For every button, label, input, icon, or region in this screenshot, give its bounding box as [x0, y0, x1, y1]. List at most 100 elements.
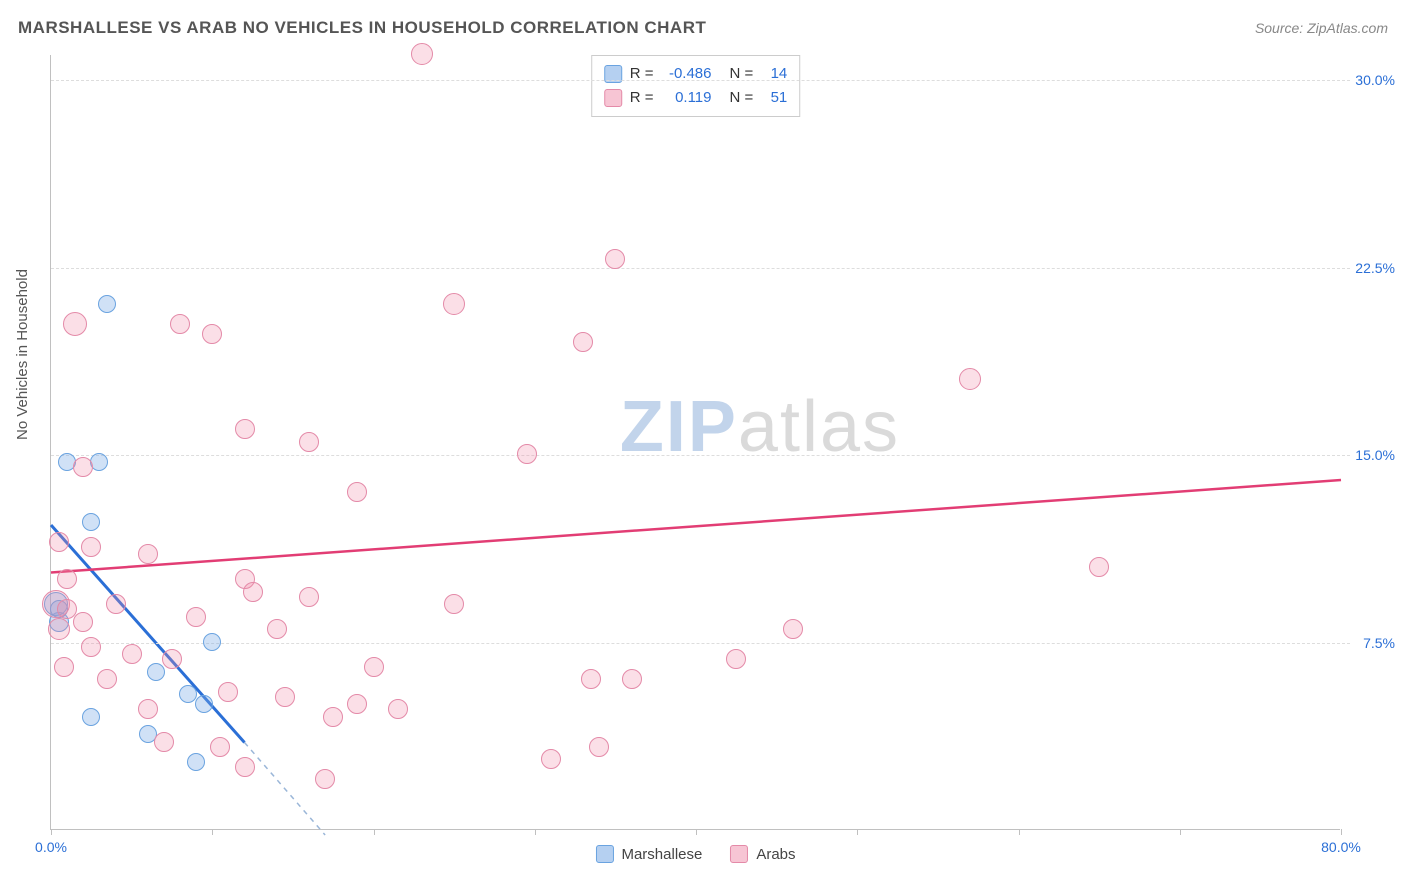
scatter-point: [57, 569, 77, 589]
chart-title: MARSHALLESE VS ARAB NO VEHICLES IN HOUSE…: [18, 18, 706, 38]
scatter-point: [122, 644, 142, 664]
scatter-point: [388, 699, 408, 719]
scatter-point: [154, 732, 174, 752]
scatter-point: [138, 699, 158, 719]
y-tick-label: 7.5%: [1345, 635, 1395, 651]
scatter-point: [186, 607, 206, 627]
scatter-point: [195, 695, 213, 713]
x-tick: [1180, 829, 1181, 835]
scatter-point: [443, 293, 465, 315]
series-legend-label: Arabs: [756, 846, 795, 863]
gridline-h: [51, 268, 1350, 269]
x-tick: [51, 829, 52, 835]
legend-r-label: R =: [630, 86, 654, 110]
scatter-point: [364, 657, 384, 677]
scatter-point: [73, 457, 93, 477]
plot-area: ZIPatlas R =-0.486N =14R =0.119N =51 Mar…: [50, 55, 1340, 830]
scatter-point: [98, 295, 116, 313]
legend-r-value: 0.119: [662, 86, 712, 110]
scatter-point: [138, 544, 158, 564]
legend-row: R = 0.119 N = 51: [604, 86, 788, 110]
legend-n-value: 51: [761, 86, 787, 110]
scatter-point: [275, 687, 295, 707]
scatter-point: [82, 513, 100, 531]
scatter-point: [243, 582, 263, 602]
scatter-point: [347, 482, 367, 502]
scatter-point: [299, 432, 319, 452]
scatter-point: [218, 682, 238, 702]
header: MARSHALLESE VS ARAB NO VEHICLES IN HOUSE…: [18, 18, 1388, 38]
scatter-point: [202, 324, 222, 344]
scatter-point: [73, 612, 93, 632]
scatter-point: [411, 43, 433, 65]
scatter-point: [97, 669, 117, 689]
gridline-h: [51, 643, 1350, 644]
scatter-point: [323, 707, 343, 727]
scatter-point: [162, 649, 182, 669]
legend-swatch: [595, 845, 613, 863]
x-tick: [212, 829, 213, 835]
source-label: Source: ZipAtlas.com: [1255, 20, 1388, 36]
scatter-point: [81, 637, 101, 657]
legend-row: R = -0.486 N = 14: [604, 62, 788, 86]
x-tick: [535, 829, 536, 835]
legend-r-value: -0.486: [662, 62, 712, 86]
scatter-point: [299, 587, 319, 607]
gridline-h: [51, 80, 1350, 81]
y-axis-label: No Vehicles in Household: [14, 269, 31, 440]
scatter-point: [581, 669, 601, 689]
legend-swatch: [604, 89, 622, 107]
scatter-point: [63, 312, 87, 336]
scatter-point: [622, 669, 642, 689]
series-legend: Marshallese Arabs: [595, 845, 795, 863]
x-tick-label: 0.0%: [35, 839, 67, 855]
scatter-point: [444, 594, 464, 614]
scatter-point: [49, 532, 69, 552]
trend-lines: [51, 55, 1340, 829]
scatter-point: [315, 769, 335, 789]
scatter-point: [573, 332, 593, 352]
x-tick: [374, 829, 375, 835]
scatter-point: [210, 737, 230, 757]
scatter-point: [106, 594, 126, 614]
legend-n-value: 14: [761, 62, 787, 86]
x-tick: [696, 829, 697, 835]
scatter-point: [541, 749, 561, 769]
scatter-point: [54, 657, 74, 677]
scatter-point: [179, 685, 197, 703]
series-legend-item: Marshallese: [595, 845, 702, 863]
y-tick-label: 30.0%: [1345, 72, 1395, 88]
scatter-point: [726, 649, 746, 669]
legend-n-label: N =: [730, 86, 754, 110]
correlation-legend: R = -0.486 N = 14 R = 0.119 N = 51: [591, 55, 801, 117]
scatter-point: [82, 708, 100, 726]
series-legend-label: Marshallese: [621, 846, 702, 863]
series-legend-item: Arabs: [730, 845, 795, 863]
scatter-point: [187, 753, 205, 771]
scatter-point: [517, 444, 537, 464]
legend-n-label: N =: [730, 62, 754, 86]
scatter-point: [235, 419, 255, 439]
y-tick-label: 22.5%: [1345, 260, 1395, 276]
y-tick-label: 15.0%: [1345, 447, 1395, 463]
scatter-point: [235, 757, 255, 777]
x-tick: [857, 829, 858, 835]
scatter-point: [783, 619, 803, 639]
legend-swatch: [730, 845, 748, 863]
scatter-point: [959, 368, 981, 390]
scatter-point: [203, 633, 221, 651]
scatter-point: [147, 663, 165, 681]
x-tick: [1341, 829, 1342, 835]
scatter-point: [267, 619, 287, 639]
x-tick-label: 80.0%: [1321, 839, 1361, 855]
scatter-point: [170, 314, 190, 334]
scatter-point: [1089, 557, 1109, 577]
scatter-point: [589, 737, 609, 757]
scatter-point: [347, 694, 367, 714]
legend-r-label: R =: [630, 62, 654, 86]
gridline-h: [51, 455, 1350, 456]
scatter-point: [605, 249, 625, 269]
scatter-point: [48, 618, 70, 640]
scatter-point: [81, 537, 101, 557]
x-tick: [1019, 829, 1020, 835]
